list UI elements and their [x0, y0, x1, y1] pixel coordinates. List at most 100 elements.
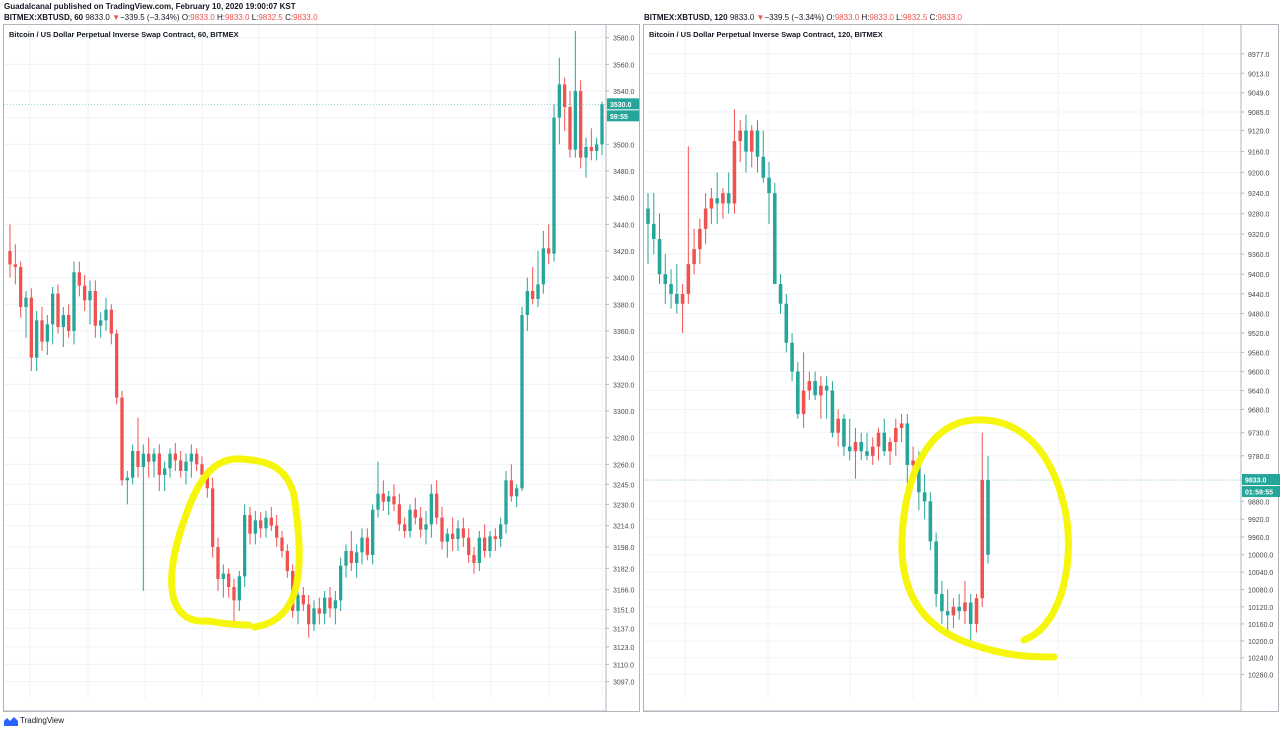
- last-price-tag: [1242, 474, 1280, 486]
- candle-body: [216, 547, 220, 579]
- candle-body: [675, 293, 679, 304]
- candle-body: [451, 533, 455, 539]
- gridlines: [644, 25, 1241, 699]
- candle-body: [778, 284, 783, 304]
- tradingview-logo-icon[interactable]: [4, 717, 18, 726]
- right-symbol-info: BITMEX:XBTUSD, 120 9833.0 ▼−339.5 (−3.34…: [644, 12, 962, 23]
- chart-pane-hourly[interactable]: 3097.0 3110.0 3123.0 3137.0 3151.0 3166.0 3182…: [3, 24, 640, 712]
- candle-body: [680, 293, 685, 304]
- tradingview-brand[interactable]: TradingView: [20, 716, 65, 725]
- y-tick-label: 3340.0: [613, 356, 635, 363]
- candle-body: [408, 509, 412, 531]
- candle-body: [296, 595, 300, 611]
- candle-body: [339, 565, 343, 601]
- candle-body: [772, 193, 777, 285]
- y-tick-label: 3230.0: [613, 502, 635, 509]
- footer: TradingView: [0, 712, 1280, 730]
- candle-body: [573, 91, 577, 150]
- chart-canvas-2h[interactable]: 10280.0 10240.0 10200.0 10160.0 10120.0 10080…: [644, 25, 1280, 713]
- candle-body: [836, 418, 840, 433]
- candle-body: [403, 524, 407, 531]
- candle-body: [13, 264, 17, 267]
- candle-body: [692, 249, 696, 265]
- candle-body: [157, 453, 161, 475]
- candle-body: [922, 492, 927, 502]
- last-price-label: 9833.0: [1245, 478, 1267, 485]
- y-tick-label: 9400.0: [1248, 272, 1270, 279]
- last-price-label: 3530.0: [610, 102, 632, 109]
- y-tick-label: 3360.0: [613, 329, 635, 336]
- left-symbol: BITMEX:XBTUSD, 60: [4, 13, 84, 22]
- down-arrow-icon: ▼: [112, 13, 120, 22]
- candle-body: [253, 520, 257, 534]
- y-tick-label: 9200.0: [1248, 170, 1270, 177]
- candle-body: [189, 453, 193, 462]
- candle-body: [552, 117, 556, 254]
- candle-body: [813, 381, 817, 396]
- down-arrow-icon: ▼: [756, 13, 765, 22]
- candle-body: [807, 381, 812, 391]
- y-tick-label: 3137.0: [613, 626, 635, 633]
- candle-body: [563, 84, 567, 107]
- candle-body: [986, 480, 990, 555]
- candle-body: [515, 488, 519, 497]
- candle-body: [600, 104, 604, 145]
- candle-body: [663, 274, 668, 285]
- y-tick-label: 3110.0: [613, 662, 634, 669]
- y-tick-label: 9360.0: [1248, 252, 1270, 259]
- countdown-label: 01:59:55: [1245, 490, 1273, 497]
- countdown-tag: [607, 110, 639, 122]
- y-tick-label: 9920.0: [1248, 517, 1270, 524]
- candle-body: [557, 84, 561, 118]
- y-tick-label: 9280.0: [1248, 212, 1270, 219]
- candle-body: [365, 537, 369, 555]
- candle-body: [211, 488, 215, 547]
- left-change: −339.5 (−3.34%): [119, 13, 180, 22]
- candle-body: [35, 320, 39, 358]
- left-high: 9833.0: [224, 13, 250, 22]
- chart-pane-2h[interactable]: 10280.0 10240.0 10200.0 10160.0 10120.0 10080…: [643, 24, 1280, 713]
- y-tick-label: 9780.0: [1248, 454, 1270, 461]
- chart-canvas-hourly[interactable]: 3097.0 3110.0 3123.0 3137.0 3151.0 3166.0 3182…: [4, 25, 641, 713]
- candle-body: [477, 537, 481, 563]
- candle-body: [61, 315, 65, 327]
- right-close: 9833.0: [937, 13, 962, 22]
- candle-body: [136, 451, 140, 467]
- y-tick-label: 10040.0: [1248, 570, 1273, 577]
- candle-body: [237, 576, 241, 601]
- highlight-circle: [898, 416, 1072, 661]
- candle-body: [248, 515, 252, 534]
- y-tick-label: 3500.0: [613, 142, 635, 149]
- candle-body: [859, 441, 864, 452]
- y-tick-label: 9160.0: [1248, 150, 1270, 157]
- right-open: 9833.0: [834, 13, 860, 22]
- candle-body: [179, 460, 183, 471]
- right-high: 9833.0: [869, 13, 894, 22]
- candle-body: [951, 606, 956, 616]
- candle-body: [19, 267, 23, 307]
- publish-line: Guadalcanal published on TradingView.com…: [4, 1, 296, 12]
- candle-body: [980, 480, 985, 599]
- candle-body: [876, 432, 881, 447]
- candle-body: [312, 608, 316, 625]
- candle-body: [698, 228, 702, 250]
- y-tick-label: 10120.0: [1248, 605, 1273, 612]
- right-symbol: BITMEX:XBTUSD, 120: [644, 13, 728, 22]
- candle-body: [280, 537, 284, 551]
- y-tick-label: 3540.0: [613, 89, 635, 96]
- y-tick-label: 9013.0: [1248, 71, 1270, 78]
- candle-body: [905, 423, 910, 465]
- candle-body: [397, 504, 401, 525]
- right-change: −339.5 (−3.34%): [764, 13, 825, 22]
- candle-body: [899, 423, 904, 429]
- open-label: O:: [826, 13, 835, 22]
- candle-body: [259, 520, 263, 529]
- candle-body: [56, 293, 60, 327]
- candle-body: [461, 528, 465, 538]
- y-tick-label: 9680.0: [1248, 407, 1270, 414]
- candle-body: [232, 587, 236, 601]
- y-tick-label: 3151.0: [613, 608, 635, 615]
- candle-body: [589, 147, 593, 151]
- candle-body: [29, 297, 33, 358]
- candle-body: [275, 525, 279, 538]
